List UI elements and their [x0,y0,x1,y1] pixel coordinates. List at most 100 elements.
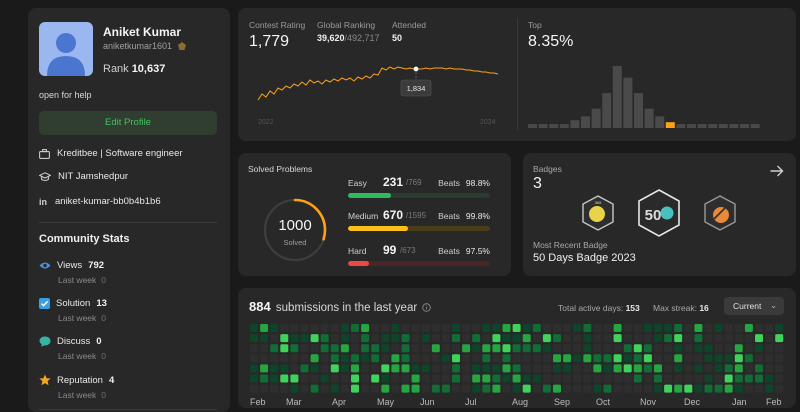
badge-365-days[interactable]: 365 [581,195,615,231]
heatmap-cell[interactable] [593,334,602,343]
heatmap-cell[interactable] [512,374,521,383]
histogram-bar[interactable] [644,108,654,128]
heatmap-cell[interactable] [664,384,673,393]
heatmap-cell[interactable] [250,354,258,363]
histogram-bar[interactable] [729,124,739,128]
heatmap-cell[interactable] [724,344,733,353]
heatmap-cell[interactable] [633,384,642,393]
heatmap-cell[interactable] [704,364,713,373]
heatmap-cell[interactable] [734,364,743,373]
heatmap-cell[interactable] [250,324,258,332]
heatmap-cell[interactable] [270,374,279,383]
heatmap-cell[interactable] [280,324,289,332]
heatmap-cell[interactable] [472,364,481,373]
avatar[interactable] [39,22,93,76]
heatmap-cell[interactable] [441,344,450,353]
histogram-bar[interactable] [634,93,643,128]
heatmap-cell[interactable] [431,334,440,343]
heatmap-cell[interactable] [724,384,733,393]
heatmap-cell[interactable] [593,354,602,363]
heatmap-cell[interactable] [623,354,632,363]
heatmap-cell[interactable] [583,324,592,332]
heatmap-cell[interactable] [330,374,339,383]
heatmap-cell[interactable] [664,334,673,343]
heatmap-cell[interactable] [270,344,279,353]
heatmap-cell[interactable] [441,354,450,363]
heatmap-cell[interactable] [340,324,349,332]
heatmap-cell[interactable] [270,334,279,343]
heatmap-cell[interactable] [401,374,410,383]
heatmap-cell[interactable] [361,344,370,353]
histogram-bar[interactable] [559,124,569,128]
histogram-bar[interactable] [528,124,537,128]
heatmap-cell[interactable] [694,354,703,363]
heatmap-cell[interactable] [482,334,491,343]
heatmap-cell[interactable] [472,344,481,353]
heatmap-cell[interactable] [431,354,440,363]
heatmap-cell[interactable] [684,384,693,393]
heatmap-cell[interactable] [532,334,541,343]
heatmap-cell[interactable] [734,344,743,353]
heatmap-cell[interactable] [714,384,723,393]
heatmap-cell[interactable] [573,384,582,393]
heatmap-cell[interactable] [684,334,693,343]
heatmap-cell[interactable] [411,334,420,343]
heatmap-cell[interactable] [633,364,642,373]
heatmap-cell[interactable] [472,354,481,363]
heatmap-cell[interactable] [452,334,460,343]
heatmap-cell[interactable] [351,324,359,332]
histogram-bar[interactable] [708,124,718,128]
heatmap-cell[interactable] [532,384,541,393]
heatmap-cell[interactable] [755,374,763,383]
heatmap-cell[interactable] [260,344,269,353]
heatmap-cell[interactable] [270,384,279,393]
heatmap-cell[interactable] [613,344,622,353]
heatmap-cell[interactable] [300,364,309,373]
heatmap-cell[interactable] [542,384,551,393]
heatmap-cell[interactable] [462,364,471,373]
heatmap-cell[interactable] [522,324,531,332]
heatmap-cell[interactable] [502,364,511,373]
heatmap-cell[interactable] [734,354,743,363]
heatmap-cell[interactable] [361,324,370,332]
heatmap-cell[interactable] [734,324,743,332]
heatmap-cell[interactable] [744,344,753,353]
heatmap-cell[interactable] [704,374,713,383]
heatmap-cell[interactable] [250,334,258,343]
heatmap-cell[interactable] [532,344,541,353]
heatmap-cell[interactable] [421,334,430,343]
heatmap-cell[interactable] [320,354,329,363]
heatmap-cell[interactable] [502,344,511,353]
heatmap-cell[interactable] [704,334,713,343]
heatmap-cell[interactable] [512,324,521,332]
heatmap-cell[interactable] [765,344,774,353]
submission-heatmap[interactable]: Feb Mar Apr May Jun Jul Aug Sep Oct Nov Dec Jan Feb [250,324,786,408]
heatmap-cell[interactable] [441,374,450,383]
heatmap-cell[interactable] [441,334,450,343]
heatmap-cell[interactable] [694,324,703,332]
heatmap-cell[interactable] [603,334,612,343]
heatmap-cell[interactable] [553,354,561,363]
heatmap-cell[interactable] [250,374,258,383]
heatmap-cell[interactable] [553,384,561,393]
heatmap-cell[interactable] [603,354,612,363]
heatmap-cell[interactable] [542,334,551,343]
heatmap-cell[interactable] [633,354,642,363]
heatmap-cell[interactable] [381,364,390,373]
heatmap-cell[interactable] [542,354,551,363]
histogram-bar[interactable] [549,124,559,128]
heatmap-cell[interactable] [724,334,733,343]
heatmap-cell[interactable] [643,344,652,353]
heatmap-cell[interactable] [381,384,390,393]
heatmap-cell[interactable] [654,324,662,332]
heatmap-cell[interactable] [411,364,420,373]
heatmap-cell[interactable] [421,324,430,332]
histogram-bar[interactable] [591,108,601,128]
heatmap-cell[interactable] [583,384,592,393]
heatmap-cell[interactable] [340,374,349,383]
heatmap-cell[interactable] [664,354,673,363]
heatmap-cell[interactable] [320,324,329,332]
badge-50-days[interactable]: 50 [637,189,681,237]
heatmap-cell[interactable] [755,344,763,353]
heatmap-cell[interactable] [462,334,471,343]
